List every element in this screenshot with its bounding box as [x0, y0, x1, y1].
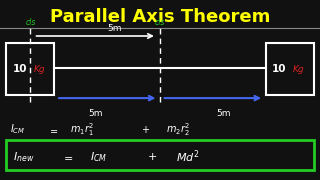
Text: 5m: 5m [217, 109, 231, 118]
Bar [6, 43, 54, 95]
Text: cls: cls [155, 18, 165, 27]
Text: Kg: Kg [293, 65, 304, 74]
Text: 10: 10 [13, 64, 27, 74]
Text: $+$: $+$ [141, 124, 150, 135]
Text: $Md^2$: $Md^2$ [176, 148, 200, 165]
Text: $I_{CM}$: $I_{CM}$ [90, 150, 107, 163]
Bar [6, 140, 314, 170]
Text: $=$: $=$ [61, 152, 73, 162]
Text: 10: 10 [272, 64, 286, 74]
Text: cls: cls [25, 18, 36, 27]
Text: $=$: $=$ [48, 125, 59, 135]
Text: $m_1 r_1^2$: $m_1 r_1^2$ [70, 121, 95, 138]
Text: $I_{CM}$: $I_{CM}$ [10, 123, 25, 136]
Text: 5m: 5m [89, 109, 103, 118]
Text: Parallel Axis Theorem: Parallel Axis Theorem [50, 8, 270, 26]
Text: 5m: 5m [107, 24, 122, 33]
Text: $I_{new}$: $I_{new}$ [13, 150, 34, 163]
Text: $+$: $+$ [147, 151, 157, 162]
Text: $m_2 r_2^2$: $m_2 r_2^2$ [166, 121, 191, 138]
Bar [266, 43, 314, 95]
Text: Kg: Kg [34, 65, 45, 74]
